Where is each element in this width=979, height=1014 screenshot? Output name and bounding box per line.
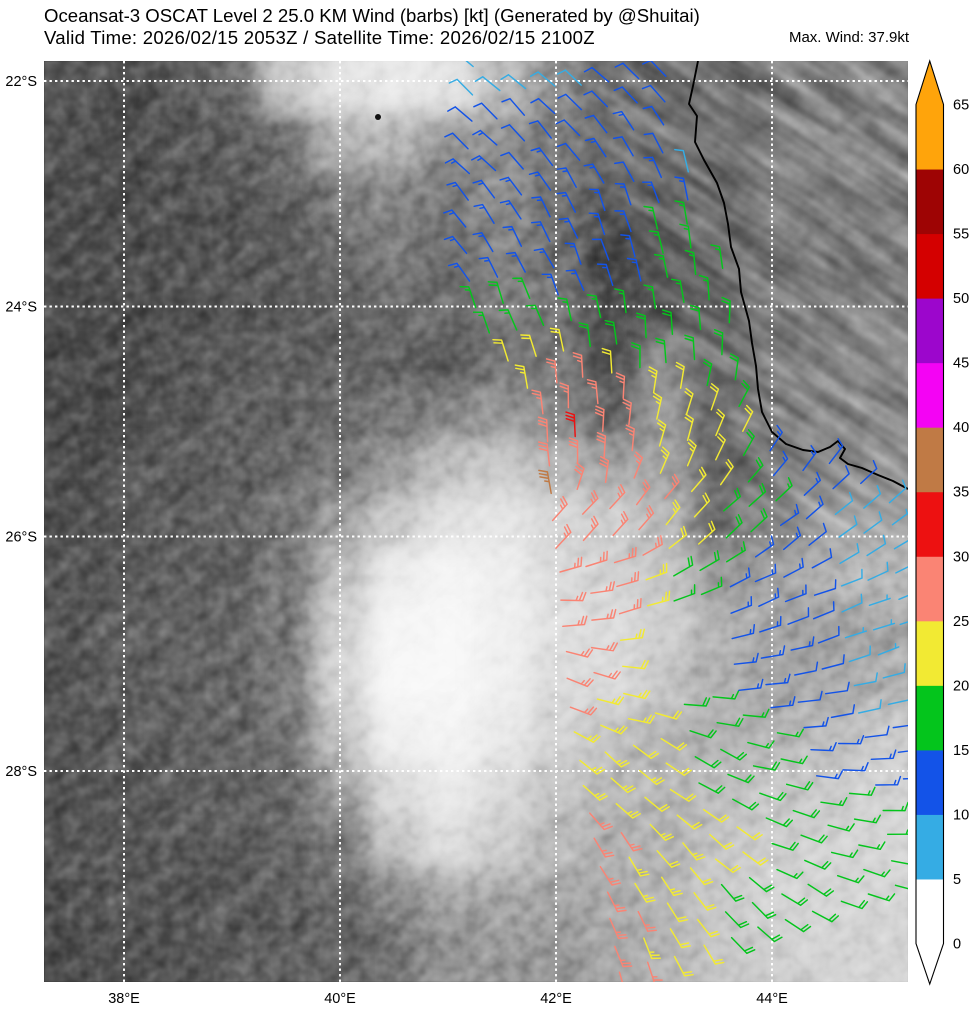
svg-text:55: 55 — [953, 227, 969, 243]
svg-text:60: 60 — [953, 162, 969, 178]
svg-text:35: 35 — [953, 485, 969, 501]
svg-text:28°S: 28°S — [5, 764, 37, 780]
svg-text:65: 65 — [953, 98, 969, 114]
svg-text:42°E: 42°E — [540, 991, 572, 1007]
svg-text:25: 25 — [953, 614, 969, 630]
svg-text:24°S: 24°S — [5, 300, 37, 316]
svg-text:30: 30 — [953, 549, 969, 565]
svg-text:20: 20 — [953, 678, 969, 694]
svg-text:22°S: 22°S — [5, 74, 37, 90]
svg-text:45: 45 — [953, 356, 969, 372]
svg-text:0: 0 — [953, 937, 961, 953]
svg-text:15: 15 — [953, 743, 969, 759]
svg-text:40°E: 40°E — [324, 991, 356, 1007]
svg-text:44°E: 44°E — [756, 991, 788, 1007]
svg-text:50: 50 — [953, 291, 969, 307]
svg-text:38°E: 38°E — [108, 991, 140, 1007]
svg-text:26°S: 26°S — [5, 530, 37, 546]
svg-text:Max. Wind: 37.9kt: Max. Wind: 37.9kt — [789, 29, 910, 46]
svg-text:5: 5 — [953, 872, 961, 888]
svg-text:40: 40 — [953, 420, 969, 436]
svg-text:10: 10 — [953, 807, 969, 823]
svg-text:Valid Time: 2026/02/15 2053Z /: Valid Time: 2026/02/15 2053Z / Satellite… — [44, 27, 595, 48]
svg-text:Oceansat-3 OSCAT Level 2 25.0: Oceansat-3 OSCAT Level 2 25.0 KM Wind (b… — [44, 5, 700, 26]
